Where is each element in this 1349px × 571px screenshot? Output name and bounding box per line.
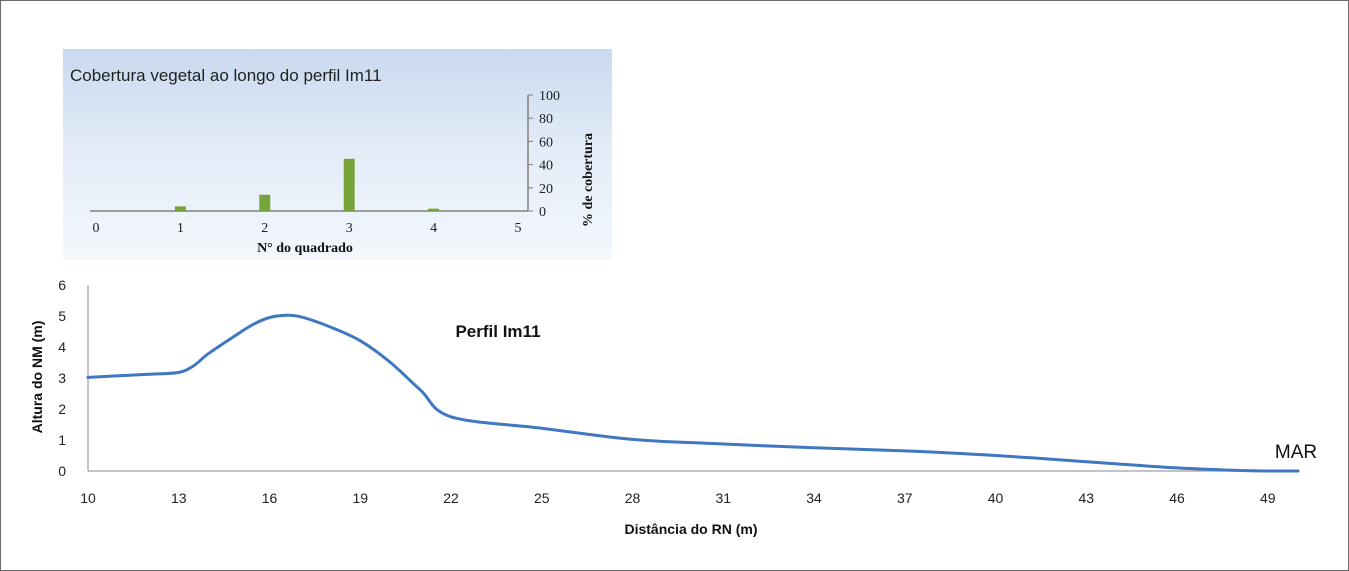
main-x-tick-label: 46 <box>1169 490 1185 506</box>
main-x-tick-label: 16 <box>262 490 278 506</box>
inset-chart-title: Cobertura vegetal ao longo do perfil Im1… <box>70 66 382 85</box>
main-x-tick-label: 10 <box>80 490 96 506</box>
inset-x-tick-label: 4 <box>430 221 437 236</box>
main-x-tick-label: 49 <box>1260 490 1276 506</box>
main-x-tick-label: 28 <box>625 490 641 506</box>
inset-y-tick-label: 60 <box>539 135 553 150</box>
inset-y-tick-label: 100 <box>539 89 560 104</box>
main-y-tick-label: 0 <box>58 463 66 479</box>
main-y-tick-label: 4 <box>58 339 66 355</box>
main-x-tick-label: 40 <box>988 490 1004 506</box>
inset-x-axis-label: N° do quadrado <box>257 241 353 256</box>
inset-x-tick-label: 3 <box>346 221 353 236</box>
main-x-tick-label: 37 <box>897 490 913 506</box>
inset-bar-chart: Cobertura vegetal ao longo do perfil Im1… <box>70 66 596 256</box>
main-y-tick-label: 1 <box>58 432 66 448</box>
inset-y-tick-label: 40 <box>539 159 553 174</box>
main-y-tick-label: 3 <box>58 370 66 386</box>
inset-x-tick-label: 2 <box>261 221 268 236</box>
main-x-axis-label: Distância do RN (m) <box>624 521 757 537</box>
main-x-tick-label: 19 <box>352 490 368 506</box>
main-y-axis-label: Altura do NM (m) <box>29 321 45 434</box>
main-x-tick-label: 25 <box>534 490 550 506</box>
inset-bar <box>343 158 355 211</box>
inset-bar <box>259 194 271 211</box>
profile-series-line <box>86 313 1300 473</box>
inset-y-tick-label: 0 <box>539 205 546 220</box>
inset-bar <box>428 208 440 211</box>
inset-bar <box>174 206 186 211</box>
sea-annotation: MAR <box>1275 442 1317 463</box>
inset-chart-background <box>63 49 612 260</box>
main-x-tick-label: 43 <box>1078 490 1094 506</box>
inset-x-tick-label: 1 <box>177 221 184 236</box>
main-y-tick-label: 6 <box>58 277 66 293</box>
inset-y-tick-label: 20 <box>539 182 553 197</box>
main-x-tick-label: 13 <box>171 490 187 506</box>
inset-x-tick-label: 5 <box>515 221 522 236</box>
main-x-tick-label: 22 <box>443 490 459 506</box>
inset-plot-area: 0 20 40 60 80 100 0 1 2 3 4 5 <box>90 89 560 236</box>
inset-y-axis-label: % de cobertura <box>581 133 596 227</box>
main-x-tick-label: 31 <box>715 490 731 506</box>
inset-y-tick-label: 80 <box>539 112 553 127</box>
main-y-tick-label: 2 <box>58 401 66 417</box>
main-y-tick-label: 5 <box>58 308 66 324</box>
main-x-tick-label: 34 <box>806 490 822 506</box>
profile-annotation: Perfil Im11 <box>455 322 540 341</box>
inset-x-tick-label: 0 <box>93 221 100 236</box>
